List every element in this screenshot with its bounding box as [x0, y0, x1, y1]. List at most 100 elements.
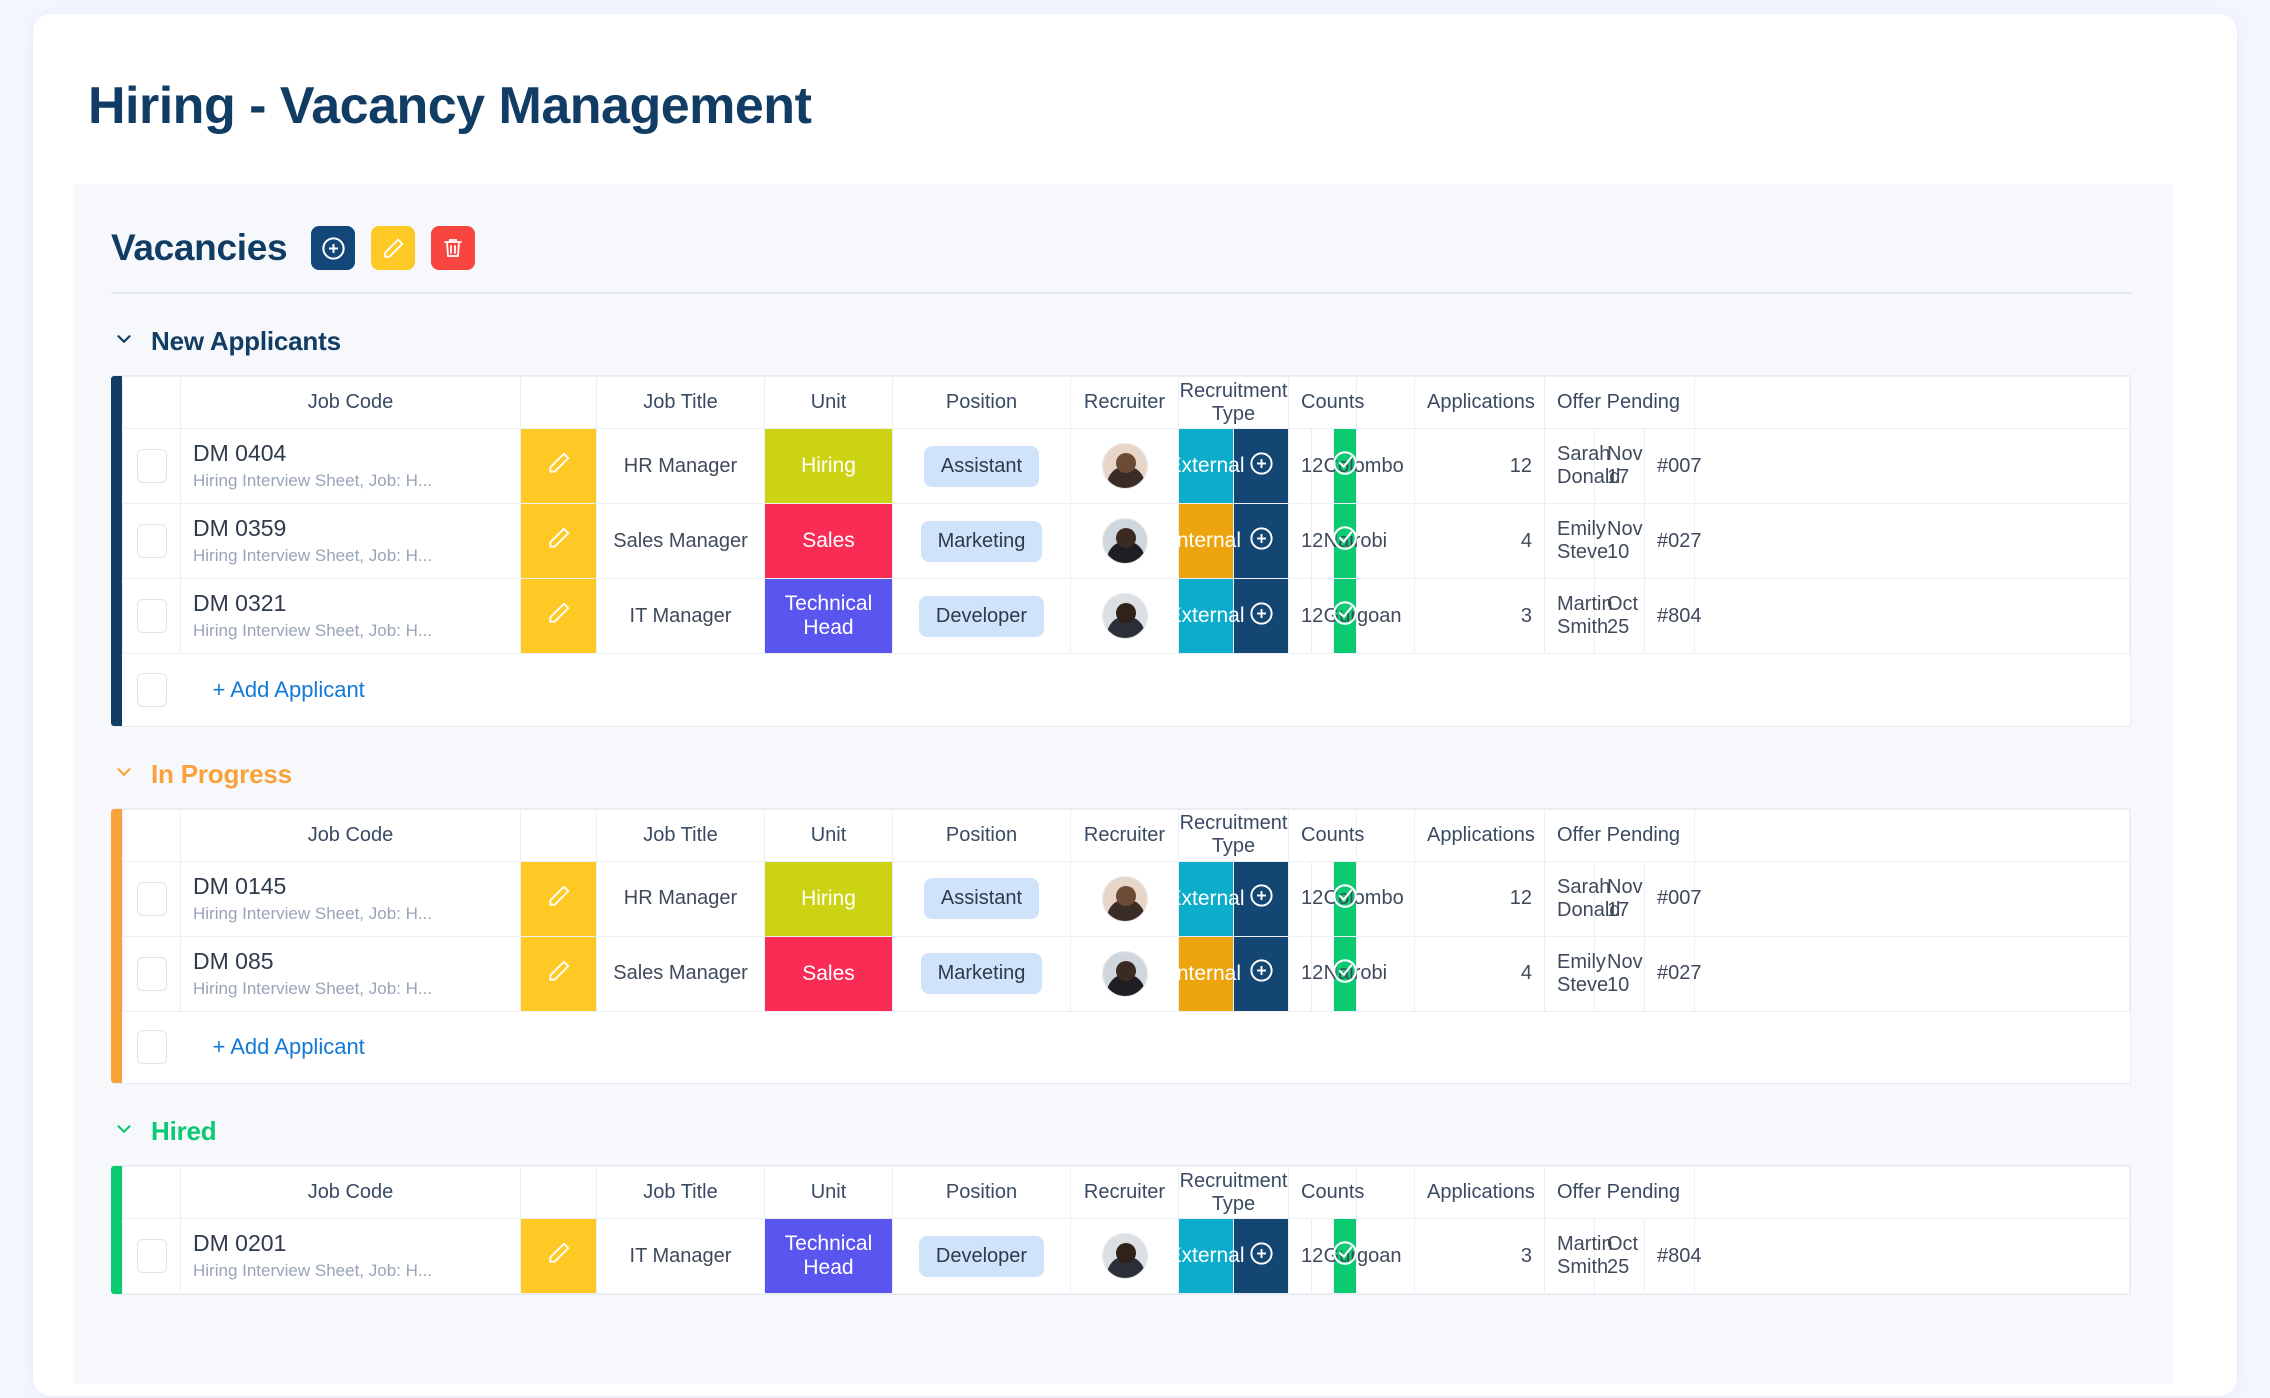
add-count-cell: [1233, 578, 1289, 654]
job-code-value: DM 0145: [193, 872, 287, 899]
chevron-down-icon[interactable]: [113, 328, 135, 355]
table-row[interactable]: DM 0359 Hiring Interview Sheet, Job: H..…: [122, 503, 2130, 579]
add-applicant-cell[interactable]: + Add Applicant: [181, 654, 2130, 726]
check-circle-icon: [1330, 448, 1360, 484]
unit-cell: Hiring: [764, 860, 893, 937]
recruiter-cell: [1070, 935, 1179, 1012]
job-code-subtitle: Hiring Interview Sheet, Job: H...: [193, 471, 433, 491]
row-edit-button[interactable]: [521, 861, 596, 936]
counts-city-cell: Gurgoan: [1310, 578, 1402, 654]
add-applicant-link[interactable]: + Add Applicant: [212, 676, 365, 702]
unit-cell: Sales: [764, 935, 893, 1012]
recruitment-type-chip: Internal: [1171, 504, 1241, 578]
group-header-new[interactable]: New Applicants: [73, 294, 2173, 375]
add-applicant-row[interactable]: + Add Applicant: [122, 653, 2130, 726]
offer-date-cell: Nov 17: [1594, 860, 1645, 937]
add-row-checkbox[interactable]: [136, 1030, 167, 1065]
check-circle-icon: [1330, 523, 1360, 559]
col-checkbox: [122, 808, 181, 862]
row-checkbox[interactable]: [136, 956, 167, 991]
table-row[interactable]: DM 0201 Hiring Interview Sheet, Job: H..…: [122, 1218, 2130, 1294]
offer-pending-cell: Sarah Donald: [1544, 428, 1620, 504]
col-counts-spacer: [1356, 376, 1415, 429]
avatar: [1101, 950, 1148, 997]
offer-ref-cell: #027: [1644, 935, 1702, 1012]
add-vacancy-button[interactable]: [311, 226, 356, 270]
col-position: Position: [892, 808, 1071, 862]
row-edit-cell: [520, 1218, 597, 1294]
col-tail: [1694, 376, 2130, 429]
add-count-button[interactable]: [1234, 579, 1288, 653]
row-checkbox[interactable]: [136, 881, 167, 916]
recruitment-type-chip: External: [1167, 861, 1245, 936]
position-pill: Marketing: [920, 953, 1043, 994]
row-edit-button[interactable]: [521, 579, 596, 653]
applications-cell: 12: [1414, 428, 1545, 504]
applications-cell: 3: [1414, 578, 1545, 654]
add-count-button[interactable]: [1234, 1219, 1288, 1293]
col-job-code: Job Code: [180, 376, 521, 429]
row-edit-button[interactable]: [521, 1219, 596, 1293]
job-code-cell: DM 0145 Hiring Interview Sheet, Job: H..…: [180, 860, 521, 937]
avatar: [1101, 875, 1148, 922]
add-applicant-cell[interactable]: + Add Applicant: [181, 1011, 2130, 1083]
row-edit-button[interactable]: [521, 429, 596, 503]
chevron-down-icon[interactable]: [113, 1118, 135, 1145]
row-tail-cell: [1694, 503, 2130, 579]
row-checkbox[interactable]: [136, 1239, 167, 1273]
add-count-button[interactable]: [1234, 936, 1288, 1011]
group-accent-bar: [111, 1166, 122, 1294]
counts-status-cell: [1333, 578, 1357, 654]
toolbar-divider: [111, 292, 2131, 294]
table-header-row: Job Code Job Title Unit Position Recruit…: [122, 376, 2130, 429]
position-cell: Developer: [892, 578, 1071, 654]
add-applicant-link[interactable]: + Add Applicant: [212, 1034, 365, 1060]
add-row-checkbox[interactable]: [136, 672, 167, 707]
row-checkbox[interactable]: [136, 449, 167, 483]
row-checkbox[interactable]: [136, 599, 167, 633]
check-badge: [1333, 579, 1357, 653]
group-label: Hired: [151, 1116, 217, 1146]
row-tail-cell: [1694, 935, 2130, 1012]
edit-pencil-icon: [546, 1240, 572, 1272]
table-row[interactable]: DM 0404 Hiring Interview Sheet, Job: H..…: [122, 428, 2130, 504]
add-count-button[interactable]: [1234, 861, 1288, 936]
unit-chip: Sales: [765, 936, 892, 1011]
col-position: Position: [892, 1166, 1071, 1219]
edit-vacancy-button[interactable]: [371, 226, 416, 270]
check-badge: [1333, 429, 1357, 503]
chevron-down-icon[interactable]: [113, 761, 135, 788]
table-header-row: Job Code Job Title Unit Position Recruit…: [122, 1166, 2130, 1219]
group-header-hired[interactable]: Hired: [73, 1084, 2173, 1165]
table-hired: Job Code Job Title Unit Position Recruit…: [111, 1165, 2131, 1295]
table-row[interactable]: DM 0321 Hiring Interview Sheet, Job: H..…: [122, 578, 2130, 654]
unit-chip: Hiring: [765, 429, 892, 503]
row-checkbox[interactable]: [136, 524, 167, 558]
col-edit: [520, 808, 597, 862]
col-job-title: Job Title: [596, 376, 765, 429]
recruiter-cell: [1070, 578, 1179, 654]
plus-circle-icon: [1248, 450, 1275, 483]
table-row[interactable]: DM 085 Hiring Interview Sheet, Job: H...…: [122, 935, 2130, 1012]
col-edit: [520, 376, 597, 429]
vacancy-groups: New Applicants Job Code Job Title Unit P…: [73, 294, 2173, 1295]
add-count-button[interactable]: [1234, 504, 1288, 578]
counts-status-cell: [1333, 860, 1357, 937]
group-header-progress[interactable]: In Progress: [73, 727, 2173, 808]
row-tail-cell: [1694, 578, 2130, 654]
avatar: [1101, 443, 1148, 489]
offer-date-cell: Oct 25: [1594, 1218, 1645, 1294]
row-checkbox-cell: [122, 935, 181, 1012]
row-edit-button[interactable]: [521, 936, 596, 1011]
add-count-button[interactable]: [1234, 429, 1288, 503]
add-applicant-row[interactable]: + Add Applicant: [122, 1011, 2130, 1083]
row-edit-button[interactable]: [521, 504, 596, 578]
applications-cell: 3: [1414, 1218, 1545, 1294]
position-pill: Marketing: [920, 520, 1043, 562]
position-cell: Marketing: [892, 503, 1071, 579]
plus-circle-icon: [1248, 525, 1275, 558]
offer-date-cell: Nov 10: [1594, 935, 1645, 1012]
col-applications: Applications: [1414, 1166, 1545, 1219]
delete-vacancy-button[interactable]: [431, 226, 476, 270]
table-row[interactable]: DM 0145 Hiring Interview Sheet, Job: H..…: [122, 860, 2130, 937]
